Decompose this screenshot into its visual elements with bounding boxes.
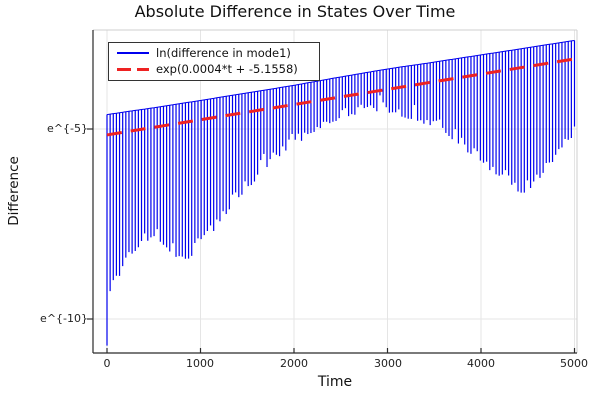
x-tick-label-0: 0 (103, 357, 111, 370)
fit-line (106, 57, 575, 137)
x-tick-label-1000: 1000 (186, 357, 214, 370)
legend: ln(difference in mode1) exp(0.0004*t + -… (108, 42, 320, 81)
x-axis-label: Time (317, 374, 353, 390)
legend-label-signal: ln(difference in mode1) (156, 46, 291, 60)
x-tick-label-2000: 2000 (280, 357, 308, 370)
x-tick-label-4000: 4000 (467, 357, 495, 370)
legend-entry-fit: exp(0.0004*t + -5.1558) (117, 61, 313, 77)
legend-red-dash-swatch (117, 67, 149, 71)
signal-upper-envelope (106, 40, 575, 116)
y-tick-label-e-5: e^{-5} (47, 122, 88, 135)
plot-title: Absolute Difference in States Over Time (134, 2, 456, 21)
x-tick-label-3000: 3000 (374, 357, 402, 370)
legend-blue-line-swatch (117, 52, 149, 54)
x-tick-label-5000: 5000 (560, 357, 588, 370)
legend-entry-signal: ln(difference in mode1) (117, 45, 313, 61)
y-tick-label-e-10: e^{-10} (40, 312, 88, 325)
y-axis-label: Difference (6, 156, 22, 226)
legend-label-fit: exp(0.0004*t + -5.1558) (156, 62, 298, 76)
